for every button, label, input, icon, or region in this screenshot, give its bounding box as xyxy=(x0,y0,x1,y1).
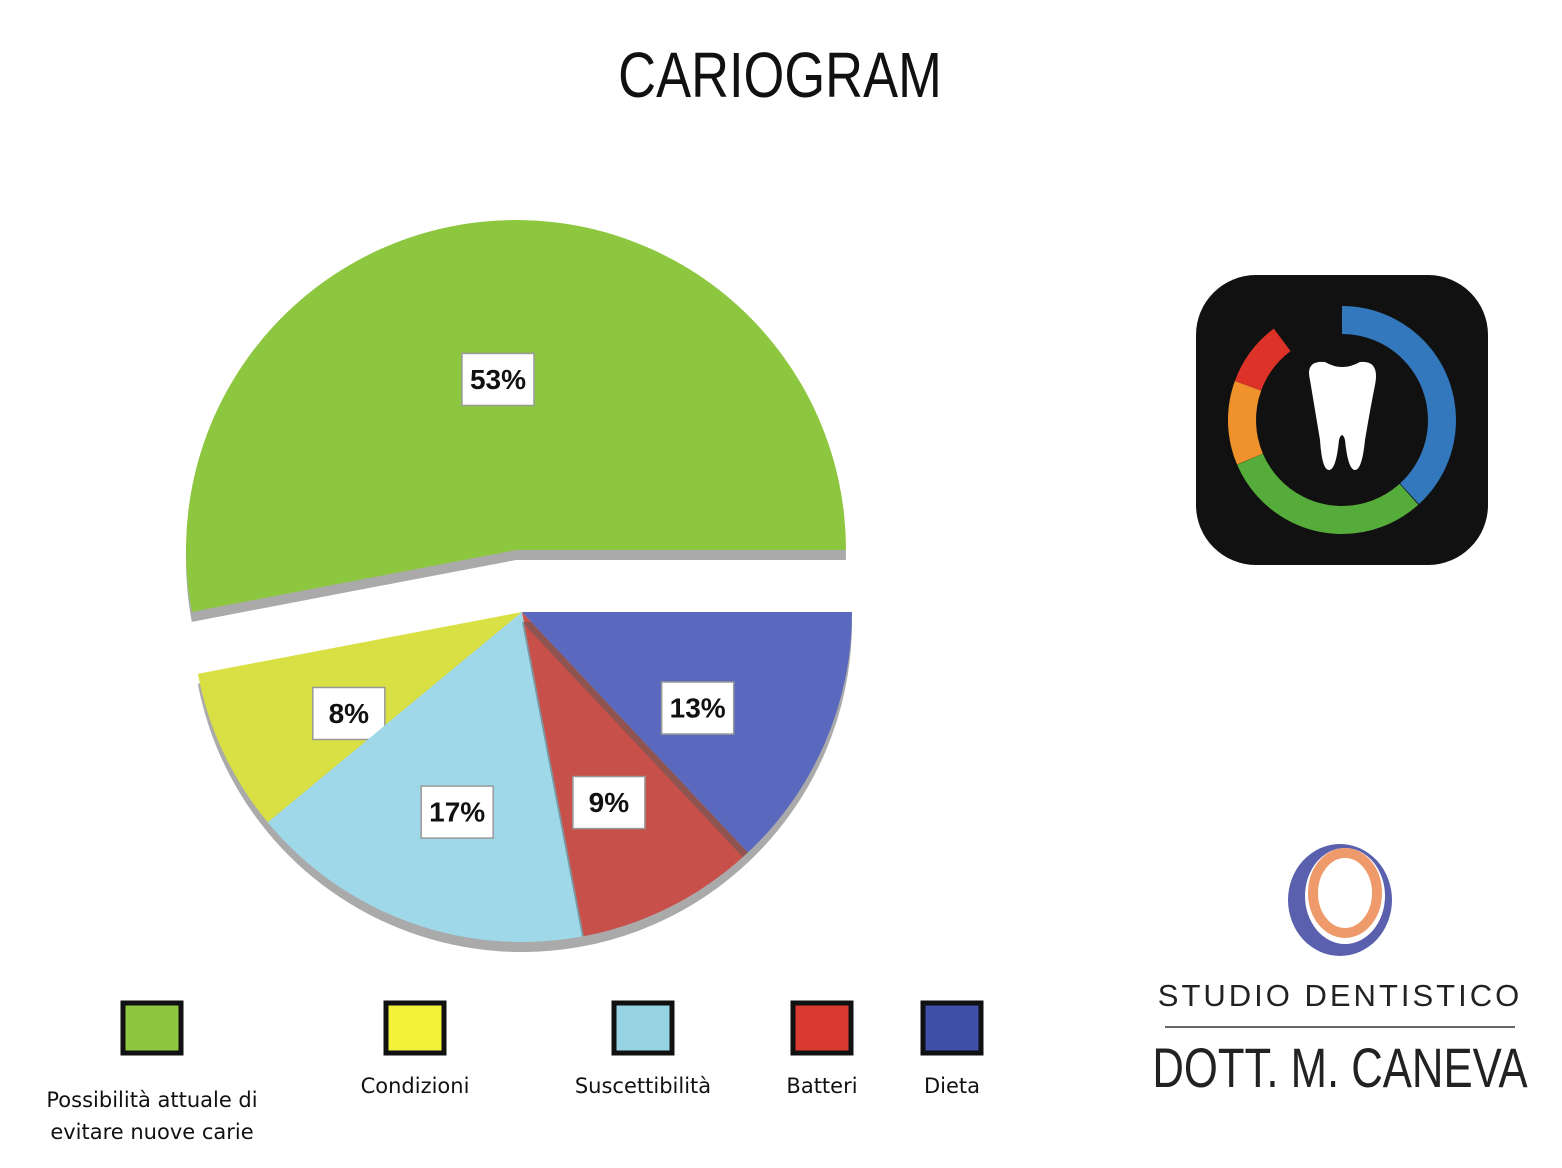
legend-swatch xyxy=(920,1000,984,1056)
studio-logo: STUDIO DENTISTICO DOTT. M. CANEVA xyxy=(1152,844,1528,1099)
legend-label: Possibilità attuale di evitare nuove car… xyxy=(46,1088,258,1144)
legend-label: Suscettibilità xyxy=(574,1074,712,1098)
data-label: 9% xyxy=(589,787,630,818)
legend-label: Dieta xyxy=(923,1074,981,1098)
app-icon xyxy=(1196,275,1488,565)
legend-swatch xyxy=(383,1000,447,1056)
label-box xyxy=(312,686,386,741)
data-label: 13% xyxy=(670,692,726,723)
data-label: 53% xyxy=(470,364,526,395)
label-box xyxy=(420,785,494,839)
legend-swatch xyxy=(790,1000,854,1056)
legend-label: Condizioni xyxy=(360,1074,470,1098)
legend-swatch xyxy=(120,1000,184,1056)
chart-title: CARIOGRAM xyxy=(618,40,942,111)
data-label: 17% xyxy=(429,796,485,827)
data-label: 8% xyxy=(329,698,370,729)
label-box xyxy=(660,681,735,735)
label-box xyxy=(461,352,535,407)
pie-slice xyxy=(522,612,748,937)
logo-line: DOTT. M. CANEVA xyxy=(1152,1037,1528,1099)
legend-swatch xyxy=(611,1000,675,1056)
legend-label: Batteri xyxy=(786,1074,858,1098)
pie-slice xyxy=(267,612,584,942)
label-box xyxy=(572,775,646,830)
pie-slice xyxy=(185,219,846,612)
logo-line: STUDIO DENTISTICO xyxy=(1158,978,1522,1013)
